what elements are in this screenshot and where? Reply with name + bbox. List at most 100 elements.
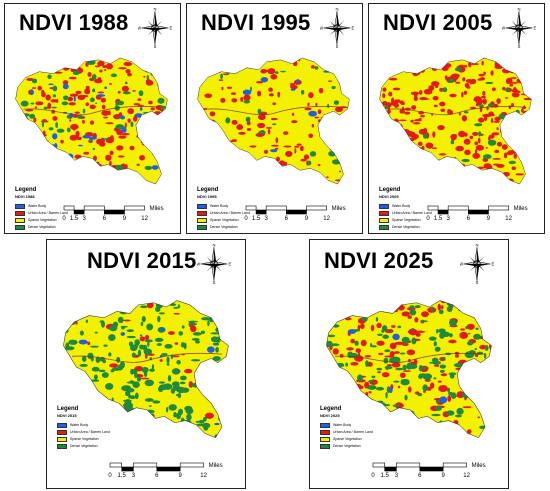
ndvi-map-2005 bbox=[379, 57, 532, 185]
legend-swatch bbox=[15, 224, 25, 230]
legend-title: Legend bbox=[57, 406, 79, 412]
north-arrow-compass-icon: N S W E bbox=[197, 244, 231, 284]
legend-item: Sparse Vegetation bbox=[15, 217, 68, 223]
svg-text:W: W bbox=[320, 26, 323, 31]
legend-item: Urban Area / Barren Land bbox=[197, 210, 250, 216]
legend-label: Urban Area / Barren Land bbox=[28, 211, 68, 215]
legend-swatch bbox=[379, 217, 389, 223]
legend-subtitle: NDVI 2005 bbox=[379, 194, 399, 199]
panel-title: NDVI 2005 bbox=[383, 10, 493, 35]
legend-item: Urban Area / Barren Land bbox=[57, 429, 110, 435]
legend-item: Sparse Vegetation bbox=[379, 217, 432, 223]
legend-label: Urban Area / Barren Land bbox=[333, 430, 373, 434]
scale-tick-label: 9 bbox=[486, 216, 491, 222]
svg-text:E: E bbox=[351, 26, 354, 31]
scale-unit-label: Miles bbox=[208, 463, 223, 469]
svg-text:N: N bbox=[335, 8, 338, 11]
legend-swatch bbox=[197, 217, 207, 223]
scale-bar-graphic bbox=[109, 462, 204, 472]
legend: Legend NDVI 2015 Water Body Urban Area / Ba… bbox=[57, 406, 110, 450]
panel-title: NDVI 2015 bbox=[87, 248, 197, 273]
scale-bar: 0 1.5 3 6 9 12 Miles bbox=[371, 462, 502, 488]
legend-swatch bbox=[320, 436, 330, 442]
scale-tick-label: 12 bbox=[505, 216, 512, 222]
scale-tick-label: 0 bbox=[371, 473, 375, 479]
legend-item: Water Body bbox=[15, 203, 68, 209]
svg-text:E: E bbox=[169, 26, 172, 31]
legend-label: Sparse Vegetation bbox=[210, 218, 239, 222]
legend-swatch bbox=[379, 210, 389, 216]
legend-label: Water Body bbox=[210, 204, 229, 208]
ndvi-map-1995 bbox=[197, 57, 350, 185]
legend-label: Dense Vegetation bbox=[70, 444, 98, 448]
legend-swatch bbox=[379, 203, 389, 209]
scale-tick-label: 3 bbox=[131, 473, 136, 479]
legend-title: Legend bbox=[379, 187, 401, 193]
scale-tick-label: 1.5 bbox=[380, 473, 389, 479]
ndvi-map-1988 bbox=[15, 57, 168, 185]
scale-bar-graphic bbox=[372, 462, 467, 472]
svg-text:W: W bbox=[197, 262, 200, 267]
scale-tick-label: 1.5 bbox=[433, 216, 443, 222]
svg-text:S: S bbox=[476, 280, 479, 284]
legend-item: Urban Area / Barren Land bbox=[15, 210, 68, 216]
scale-tick-label: 6 bbox=[102, 216, 106, 222]
legend-swatch bbox=[197, 210, 207, 216]
north-arrow-compass-icon: N S W E bbox=[320, 8, 354, 48]
svg-text:S: S bbox=[336, 44, 339, 48]
scale-unit-label: Miles bbox=[149, 206, 164, 212]
svg-text:S: S bbox=[154, 44, 157, 48]
north-arrow-compass-icon: N S W E bbox=[460, 244, 494, 284]
legend: Legend NDVI 2005 Water Body Urban Area / Ba… bbox=[379, 187, 432, 231]
scale-tick-label: 12 bbox=[323, 216, 330, 222]
legend-title: Legend bbox=[320, 406, 342, 412]
legend-item: Dense Vegetation bbox=[320, 443, 373, 449]
scale-tick-label: 3 bbox=[394, 473, 399, 479]
legend-swatch bbox=[15, 210, 25, 216]
scale-tick-label: 6 bbox=[466, 216, 470, 222]
scale-tick-label: 1.5 bbox=[117, 473, 126, 479]
legend-swatch bbox=[320, 422, 330, 428]
legend-item: Water Body bbox=[379, 203, 432, 209]
scale-tick-label: 3 bbox=[446, 216, 450, 222]
legend-swatch bbox=[320, 443, 330, 449]
legend-item: Sparse Vegetation bbox=[320, 436, 373, 442]
legend-item: Dense Vegetation bbox=[57, 443, 110, 449]
legend-item: Dense Vegetation bbox=[197, 224, 250, 230]
panel-title: NDVI 1988 bbox=[19, 10, 129, 35]
scale-bar-graphic bbox=[427, 205, 509, 215]
svg-text:N: N bbox=[517, 8, 520, 11]
scale-tick-label: 12 bbox=[141, 216, 148, 222]
legend-label: Water Body bbox=[392, 204, 411, 208]
legend-subtitle: NDVI 1988 bbox=[15, 194, 35, 199]
scale-bar: 0 1.5 3 6 9 12 Miles bbox=[244, 205, 357, 231]
legend-item: Sparse Vegetation bbox=[57, 436, 110, 442]
legend-label: Urban Area / Barren Land bbox=[210, 211, 250, 215]
legend-swatch bbox=[57, 422, 67, 428]
scale-tick-label: 12 bbox=[200, 473, 207, 479]
scale-bar: 0 1.5 3 6 9 12 Miles bbox=[426, 205, 539, 231]
scale-bar: 0 1.5 3 6 9 12 Miles bbox=[108, 462, 239, 488]
scale-tick-label: 0 bbox=[108, 473, 112, 479]
legend-label: Dense Vegetation bbox=[333, 444, 361, 448]
scale-tick-label: 6 bbox=[284, 216, 288, 222]
legend-item: Dense Vegetation bbox=[15, 224, 68, 230]
legend-label: Dense Vegetation bbox=[28, 225, 56, 229]
svg-text:S: S bbox=[213, 280, 216, 284]
legend: Legend NDVI 1995 Water Body Urban Area / Ba… bbox=[197, 187, 250, 231]
scale-tick-label: 9 bbox=[122, 216, 127, 222]
scale-tick-label: 9 bbox=[441, 473, 445, 479]
panel-title: NDVI 1995 bbox=[201, 10, 311, 35]
legend-item: Water Body bbox=[57, 422, 110, 428]
scale-tick-label: 0 bbox=[426, 216, 430, 222]
legend-label: Water Body bbox=[333, 423, 352, 427]
scale-unit-label: Miles bbox=[331, 206, 346, 212]
north-arrow-compass-icon: N S W E bbox=[502, 8, 536, 48]
legend-swatch bbox=[197, 224, 207, 230]
ndvi-map-2025 bbox=[326, 300, 492, 439]
legend-label: Sparse Vegetation bbox=[392, 218, 421, 222]
legend-swatch bbox=[15, 203, 25, 209]
scale-bar: 0 1.5 3 6 9 12 Miles bbox=[62, 205, 175, 231]
